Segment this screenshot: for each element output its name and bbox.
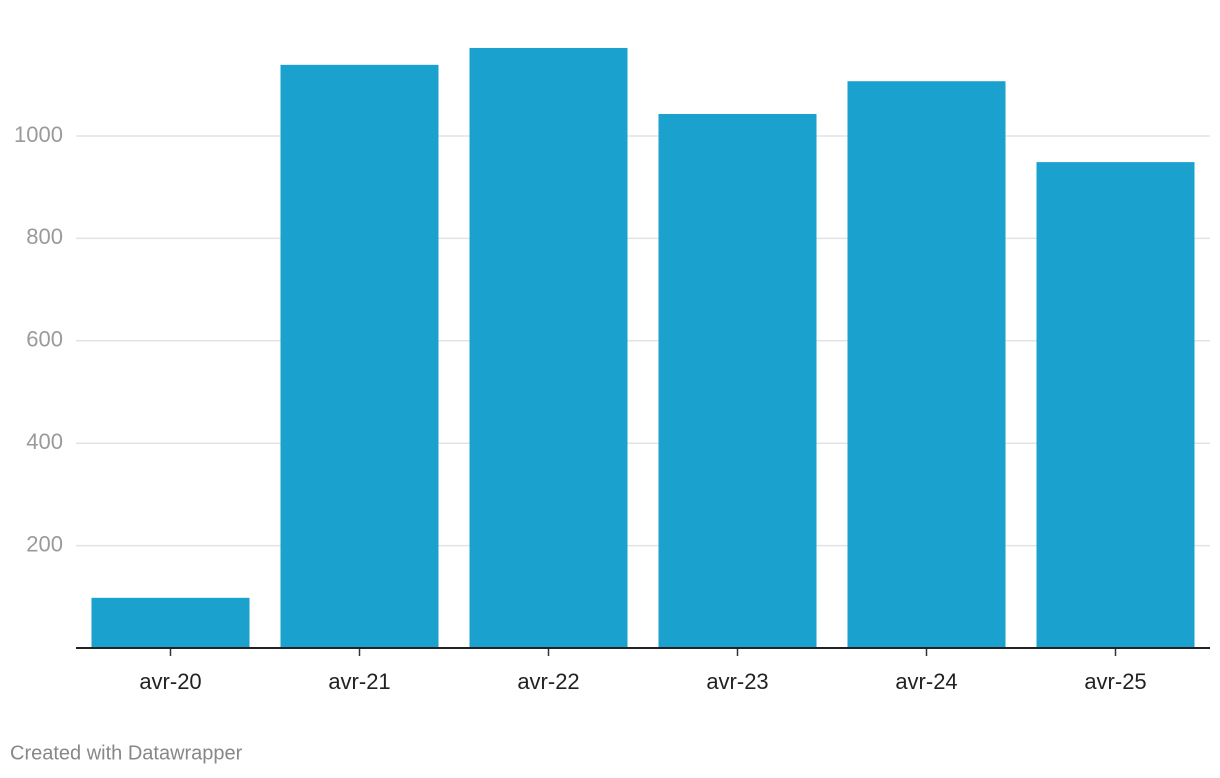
x-tick-label: avr-22 (517, 669, 579, 694)
x-tick-label: avr-25 (1084, 669, 1146, 694)
bar (1036, 162, 1195, 648)
x-tick-label: avr-23 (706, 669, 768, 694)
y-tick-label: 400 (26, 429, 63, 454)
y-tick-label: 1000 (14, 122, 63, 147)
x-tick-label: avr-20 (139, 669, 201, 694)
x-tick-label: avr-21 (328, 669, 390, 694)
y-tick-label: 800 (26, 224, 63, 249)
x-tick-label: avr-24 (895, 669, 957, 694)
credit: Created with Datawrapper (10, 742, 243, 764)
bar (91, 597, 250, 648)
bar (658, 113, 817, 648)
y-tick-label: 200 (26, 531, 63, 556)
bar (847, 81, 1006, 648)
bar (280, 64, 439, 648)
bar (469, 47, 628, 649)
y-tick-label: 600 (26, 327, 63, 352)
